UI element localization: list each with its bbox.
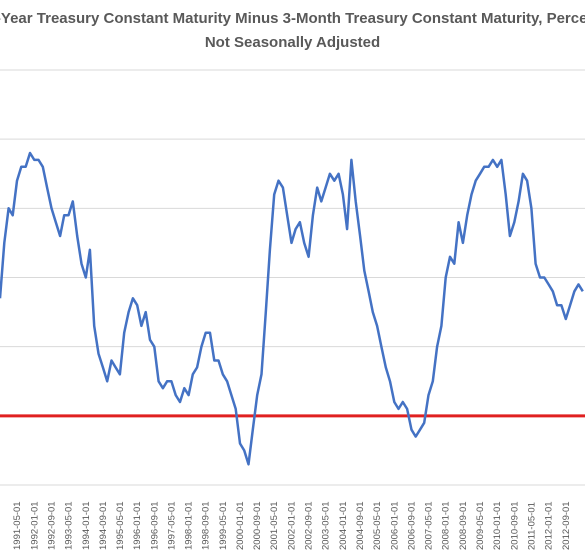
x-tick-label: 2001-05-01	[269, 501, 280, 550]
x-tick-label: 2007-05-01	[424, 501, 435, 550]
x-tick-label: 2011-05-01	[526, 502, 537, 550]
x-tick-label: 1992-01-01	[29, 501, 40, 550]
x-tick-label: 1993-05-01	[64, 501, 75, 550]
x-tick-label: 1994-01-01	[81, 501, 92, 550]
x-tick-label: 2006-09-01	[407, 501, 418, 550]
x-tick-label: 2002-01-01	[287, 501, 298, 550]
chart-title-line-2: Not Seasonally Adjusted	[204, 34, 381, 51]
x-tick-label: 2010-01-01	[492, 501, 503, 550]
x-tick-label: 2009-05-01	[475, 501, 486, 550]
series-lines	[0, 151, 584, 466]
chart-title: 10-Year Treasury Constant Maturity Minus…	[0, 0, 585, 60]
x-tick-label: 2005-05-01	[372, 501, 383, 550]
x-tick-label: 1999-05-01	[218, 501, 229, 550]
x-tick-label: 2003-05-01	[321, 501, 332, 550]
x-tick-label: 2002-09-01	[304, 501, 315, 550]
x-tick-label: 2012-01-01	[544, 501, 555, 550]
x-tick-label: 2010-09-01	[509, 501, 520, 550]
x-tick-label: 2006-01-01	[389, 501, 400, 550]
x-tick-label: 1998-09-01	[201, 501, 212, 550]
x-tick-label: 2008-01-01	[441, 501, 452, 550]
x-tick-label: 1992-09-01	[47, 501, 58, 550]
x-tick-label: 1996-01-01	[132, 501, 143, 550]
x-tick-label: 1998-01-01	[184, 501, 195, 550]
x-tick-label: 2000-01-01	[235, 501, 246, 550]
x-tick-label: 1991-05-01	[12, 501, 23, 550]
x-axis-tick-labels: 1991-05-01 1992-01-01 1992-09-01 1993-05-01…	[12, 501, 572, 550]
x-tick-label: 2004-01-01	[338, 501, 349, 550]
x-tick-label: 1995-05-01	[115, 501, 126, 550]
x-tick-label: 2012-09-01	[561, 501, 572, 550]
x-tick-label: 2004-09-01	[355, 501, 366, 550]
x-tick-label: 2008-09-01	[458, 501, 469, 550]
x-tick-label: 2000-09-01	[252, 501, 263, 550]
series-line-0	[0, 151, 584, 466]
x-tick-label: 1997-05-01	[166, 501, 177, 550]
x-tick-label: 1996-09-01	[149, 501, 160, 550]
x-tick-label: 1994-09-01	[98, 501, 109, 550]
chart-title-line-1: 10-Year Treasury Constant Maturity Minus…	[0, 10, 585, 27]
gridlines	[0, 69, 585, 486]
